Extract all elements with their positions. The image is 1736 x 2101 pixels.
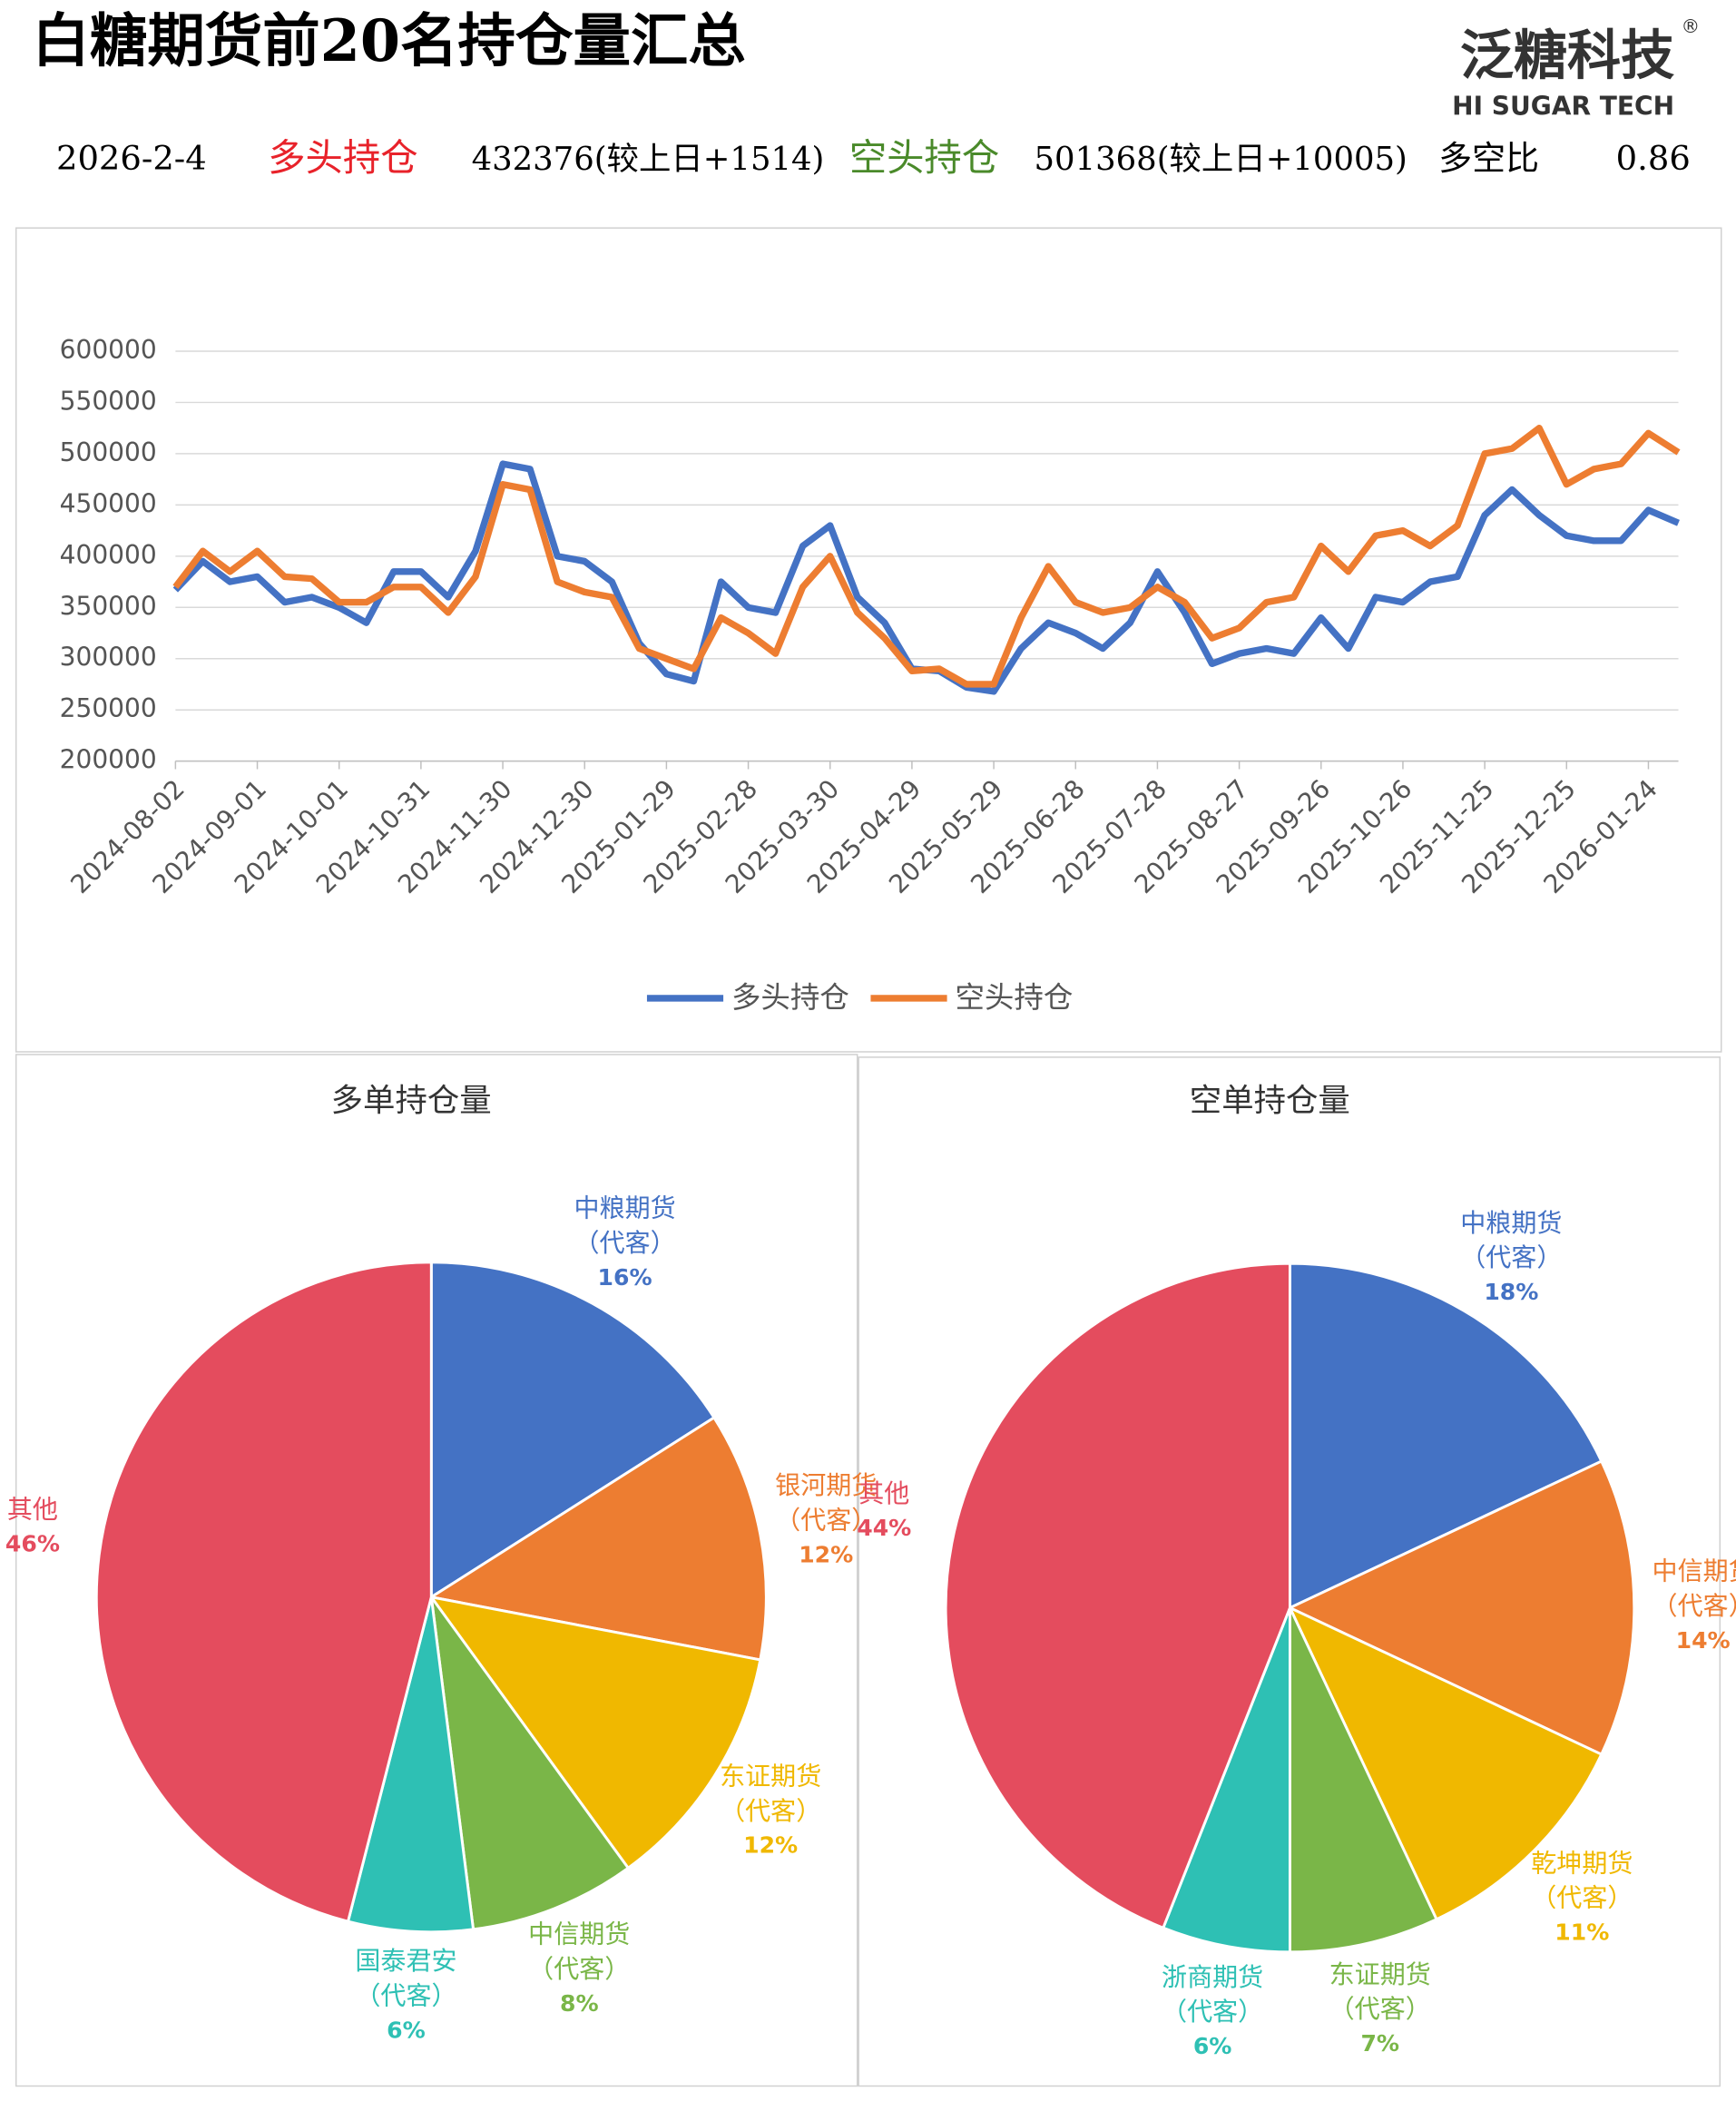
pie-title: 多单持仓量 xyxy=(331,1083,492,1120)
pie-value-label: 11% xyxy=(1555,1919,1610,1948)
pie-label-box: 东证期货（代客） 7% xyxy=(1286,1958,1474,2062)
legend-label: 空头持仓 xyxy=(955,980,1073,1015)
y-tick-label: 500000 xyxy=(60,437,157,467)
long-text: 432376(较上日+1514) xyxy=(472,141,825,178)
data-line xyxy=(172,460,1680,695)
pie-category: 浙商期货（代客） xyxy=(1162,1962,1264,2027)
pie-label-box: 乾坤期货（代客） 11% xyxy=(1488,1846,1676,1950)
pie-category: 中信期货（代客） xyxy=(528,1919,631,1985)
short-label: 空头持仓 xyxy=(849,136,999,180)
pie-category: 东证期货（代客） xyxy=(1329,1959,1431,2025)
pie-category: 其他 xyxy=(6,1496,59,1526)
y-tick-label: 400000 xyxy=(60,540,157,570)
pie-panel xyxy=(858,1056,1721,2087)
y-tick-label: 450000 xyxy=(60,488,157,518)
pie-label: 东证期货（代客） 12% xyxy=(677,1759,865,1863)
logo: 泛糖科技 xyxy=(1460,24,1674,86)
pie-label: 东证期货（代客） 7% xyxy=(1286,1958,1474,2062)
pie-label: 中信期货（代客） 14% xyxy=(1609,1555,1736,1659)
pie-slice xyxy=(1286,1459,1636,1757)
pie-slice xyxy=(94,1261,433,1923)
pie-slice xyxy=(1161,1607,1291,1954)
pie-label-box: 中信期货（代客） 8% xyxy=(485,1917,673,2021)
pie-value-label: 16% xyxy=(597,1264,652,1292)
pie-value-label: 12% xyxy=(743,1832,799,1860)
long-label: 多头持仓 xyxy=(268,136,417,180)
pie-label: 中信期货（代客） 8% xyxy=(485,1917,673,2021)
pie-category: 中粮期货（代客） xyxy=(574,1193,676,1259)
y-tick-label: 550000 xyxy=(60,386,157,416)
date: 2026-2-4 xyxy=(56,139,207,178)
pie-panel xyxy=(15,1054,858,2087)
logo-sub: HI SUGAR TECH xyxy=(1452,91,1674,121)
logo-mark: ® xyxy=(1681,15,1700,37)
pie-value-label: 12% xyxy=(799,1541,854,1569)
line-panel xyxy=(15,227,1722,1053)
y-tick-label: 300000 xyxy=(60,643,157,673)
pie-slice xyxy=(1287,1605,1604,1921)
ratio-label: 多空比 xyxy=(1438,139,1539,178)
pie-value-label: 18% xyxy=(1484,1279,1539,1306)
pie-label: 乾坤期货（代客） 11% xyxy=(1488,1846,1676,1950)
pie-label: 中粮期货（代客） 18% xyxy=(1417,1205,1605,1310)
pie-label-box: 中粮期货（代客） 18% xyxy=(1417,1205,1605,1310)
pie-slice xyxy=(944,1262,1291,1930)
pie-label: 国泰君安（代客） 6% xyxy=(312,1945,500,2049)
pie-category: 中信期货（代客） xyxy=(1652,1556,1736,1622)
ratio: 0.86 xyxy=(1616,139,1691,178)
pie-slice xyxy=(346,1596,476,1934)
pie-slice xyxy=(429,1261,716,1600)
pie-category: 东证期货（代客） xyxy=(720,1761,822,1826)
pie-label-box: 东证期货（代客） 12% xyxy=(677,1759,865,1863)
pie-slice xyxy=(427,1595,762,1870)
pie-slice xyxy=(1288,1606,1438,1954)
legend-label: 多头持仓 xyxy=(731,980,849,1015)
y-tick-label: 350000 xyxy=(60,591,157,621)
pie-label: 浙商期货（代客） 6% xyxy=(1119,1960,1307,2065)
pie-label-box: 中粮期货（代客） 16% xyxy=(531,1192,719,1296)
pie-category: 其他 xyxy=(858,1479,910,1509)
short-text: 501368(较上日+10005) xyxy=(1035,141,1407,178)
pie-slice xyxy=(427,1415,768,1662)
pie-value-label: 8% xyxy=(559,1990,599,2018)
pie-slice xyxy=(429,1595,631,1931)
pie-label-box: 其他 46% xyxy=(0,1493,126,1563)
pie-value-label: 14% xyxy=(1675,1627,1731,1655)
pie-label: 中粮期货（代客） 16% xyxy=(531,1192,719,1296)
y-tick-label: 600000 xyxy=(60,335,157,365)
pie-label: 银河期货（代客） 12% xyxy=(732,1468,920,1573)
pie-category: 国泰君安（代客） xyxy=(355,1947,457,2012)
data-line xyxy=(172,425,1681,688)
pie-value-label: 7% xyxy=(1360,2030,1400,2058)
pie-label-box: 其他 44% xyxy=(790,1477,978,1546)
pie-label: 其他 46% xyxy=(0,1493,126,1563)
pie-label-box: 浙商期货（代客） 6% xyxy=(1119,1960,1307,2065)
y-tick-label: 250000 xyxy=(60,693,157,723)
pie-value-label: 6% xyxy=(1192,2033,1232,2061)
pie-value-label: 6% xyxy=(387,2018,426,2046)
page-title: 白糖期货前20名持仓量汇总 xyxy=(32,6,745,74)
pie-category: 乾坤期货（代客） xyxy=(1531,1849,1633,1914)
pie-label: 其他 44% xyxy=(790,1477,978,1546)
y-tick-label: 200000 xyxy=(60,745,157,775)
pie-category: 银河期货（代客） xyxy=(775,1470,878,1536)
pie-label-box: 国泰君安（代客） 6% xyxy=(312,1945,500,2049)
pie-value-label: 44% xyxy=(857,1515,912,1543)
pie-value-label: 46% xyxy=(5,1531,60,1559)
pie-title: 空单持仓量 xyxy=(1190,1083,1350,1120)
pie-category: 中粮期货（代客） xyxy=(1460,1208,1563,1272)
pie-label-box: 银河期货（代客） 12% xyxy=(732,1468,920,1573)
pie-label-box: 中信期货（代客） 14% xyxy=(1609,1555,1736,1659)
pie-slice xyxy=(1288,1262,1604,1610)
